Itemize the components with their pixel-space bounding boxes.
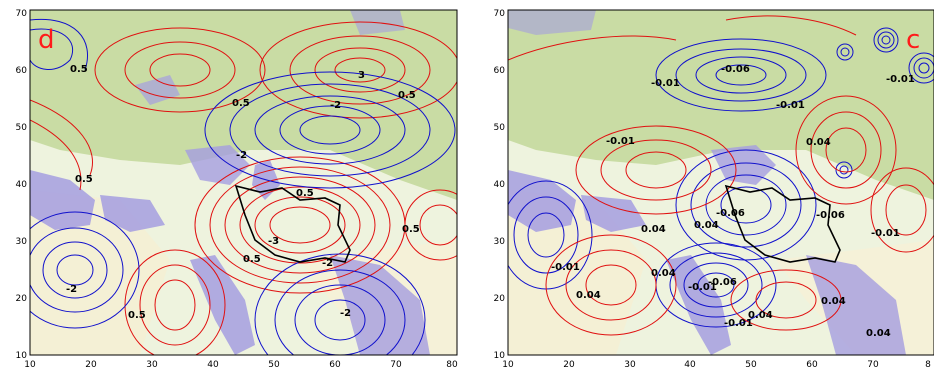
svg-text:-2: -2 xyxy=(322,258,333,269)
svg-text:-0.01: -0.01 xyxy=(776,100,805,111)
contour-labels: 0.5 3 0.5 -2 0.5 -2 0.5 0.5 -3 0.5 0.5 -… xyxy=(66,64,420,321)
svg-text:10: 10 xyxy=(494,351,506,361)
svg-text:0.04: 0.04 xyxy=(821,296,846,307)
svg-text:-2: -2 xyxy=(66,284,77,295)
svg-text:8: 8 xyxy=(925,360,931,370)
svg-text:20: 20 xyxy=(494,294,506,304)
y-axis-ticks: 10 20 30 40 50 60 70 xyxy=(16,9,28,361)
svg-text:40: 40 xyxy=(16,180,28,190)
svg-text:0.5: 0.5 xyxy=(70,64,88,75)
svg-text:50: 50 xyxy=(268,360,280,370)
svg-text:0.5: 0.5 xyxy=(232,98,250,109)
country-boundary xyxy=(724,184,841,263)
svg-text:60: 60 xyxy=(16,66,28,76)
svg-text:-0.01: -0.01 xyxy=(886,74,915,85)
svg-text:0.5: 0.5 xyxy=(402,224,420,235)
svg-text:-0.01: -0.01 xyxy=(651,78,680,89)
svg-text:30: 30 xyxy=(494,237,506,247)
svg-text:0.5: 0.5 xyxy=(128,310,146,321)
panel-label: c xyxy=(906,25,920,55)
svg-text:70: 70 xyxy=(390,360,402,370)
map-panel-c: -0.06 -0.01 -0.01 -0.01 -0.01 0.04 -0.06… xyxy=(476,0,934,371)
svg-text:10: 10 xyxy=(24,360,36,370)
svg-text:30: 30 xyxy=(146,360,158,370)
svg-text:-2: -2 xyxy=(330,100,341,111)
svg-text:0.04: 0.04 xyxy=(806,137,831,148)
svg-text:0.04: 0.04 xyxy=(641,224,666,235)
svg-text:-0.06: -0.06 xyxy=(721,64,750,75)
map-frame xyxy=(507,9,934,356)
panel-label: d xyxy=(38,25,55,55)
svg-text:-2: -2 xyxy=(340,308,351,319)
country-boundary xyxy=(234,184,351,263)
contour-labels: -0.06 -0.01 -0.01 -0.01 -0.01 0.04 -0.06… xyxy=(551,64,915,339)
svg-text:-0.01: -0.01 xyxy=(871,228,900,239)
svg-text:0.5: 0.5 xyxy=(398,90,416,101)
svg-text:-0.06: -0.06 xyxy=(816,210,845,221)
svg-text:0.04: 0.04 xyxy=(651,268,676,279)
svg-text:40: 40 xyxy=(494,180,506,190)
svg-text:30: 30 xyxy=(624,360,636,370)
land-sea-layer xyxy=(508,10,934,355)
svg-text:-0.06: -0.06 xyxy=(716,208,745,219)
svg-text:0.04: 0.04 xyxy=(576,290,601,301)
svg-text:0.5: 0.5 xyxy=(296,188,314,199)
svg-text:-3: -3 xyxy=(268,236,279,247)
svg-text:60: 60 xyxy=(329,360,341,370)
svg-text:20: 20 xyxy=(563,360,575,370)
svg-text:-0.01: -0.01 xyxy=(724,318,753,329)
svg-text:70: 70 xyxy=(867,360,879,370)
svg-text:0.04: 0.04 xyxy=(748,310,773,321)
svg-text:-0.06: -0.06 xyxy=(708,277,737,288)
svg-text:50: 50 xyxy=(16,123,28,133)
svg-text:50: 50 xyxy=(494,123,506,133)
svg-text:10: 10 xyxy=(502,360,514,370)
svg-text:10: 10 xyxy=(16,351,28,361)
svg-text:20: 20 xyxy=(16,294,28,304)
x-axis-ticks: 10 20 30 40 50 60 70 80 xyxy=(24,360,458,370)
y-axis-ticks: 10 20 30 40 50 60 70 xyxy=(494,9,506,361)
contour-lines xyxy=(508,15,934,336)
map-panel-d: 0.5 3 0.5 -2 0.5 -2 0.5 0.5 -3 0.5 0.5 -… xyxy=(0,0,467,371)
svg-text:60: 60 xyxy=(494,66,506,76)
svg-text:70: 70 xyxy=(16,9,28,19)
svg-text:40: 40 xyxy=(684,360,696,370)
svg-text:-0.01: -0.01 xyxy=(606,136,635,147)
svg-text:0.04: 0.04 xyxy=(866,328,891,339)
svg-text:60: 60 xyxy=(806,360,818,370)
svg-text:20: 20 xyxy=(85,360,97,370)
svg-text:-2: -2 xyxy=(236,150,247,161)
svg-text:-0.01: -0.01 xyxy=(688,282,717,293)
svg-text:0.5: 0.5 xyxy=(243,254,261,265)
svg-text:40: 40 xyxy=(207,360,219,370)
svg-text:80: 80 xyxy=(446,360,458,370)
svg-text:70: 70 xyxy=(494,9,506,19)
svg-text:3: 3 xyxy=(358,70,365,81)
x-axis-ticks: 10 20 30 40 50 60 70 8 xyxy=(502,360,931,370)
svg-text:50: 50 xyxy=(745,360,757,370)
svg-text:30: 30 xyxy=(16,237,28,247)
contour-lines xyxy=(30,18,457,355)
svg-text:0.04: 0.04 xyxy=(694,220,719,231)
svg-text:-0.01: -0.01 xyxy=(551,262,580,273)
svg-text:0.5: 0.5 xyxy=(75,174,93,185)
map-frame xyxy=(29,9,458,356)
